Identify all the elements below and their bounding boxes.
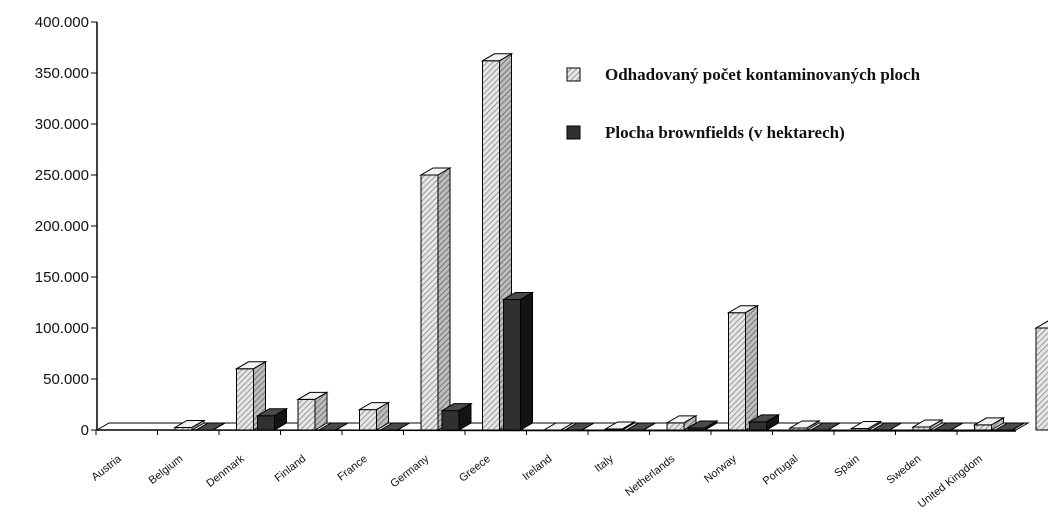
bar-brownfields-spain-side (950, 422, 964, 431)
y-tick-label: 300.000 (35, 116, 89, 133)
bar-contaminated-greece-side (560, 422, 574, 431)
bar-brownfields-denmark-side (335, 422, 349, 431)
bar-contaminated-sweden-side (991, 417, 1004, 431)
bar-brownfields-austria-side (212, 422, 226, 431)
x-tick-label-norway: Norway (702, 453, 739, 486)
y-tick-label: 350.000 (35, 65, 89, 82)
bar-contaminated-united-kingdom-front (1035, 327, 1048, 431)
bar-brownfields-netherlands-side (766, 413, 779, 431)
bar-contaminated-italy-front (666, 422, 685, 431)
bar-brownfields-belgium-front (257, 415, 275, 431)
y-tick-label: 50.000 (43, 371, 89, 388)
bar-contaminated-portugal (849, 420, 883, 431)
chart-legend: Odhadovaný počet kontaminovaných ploch Pl… (566, 65, 921, 142)
bar-brownfields-portugal-side (889, 422, 902, 431)
legend-label-1: Odhadovaný počet kontaminovaných ploch (605, 65, 921, 84)
bar-contaminated-france-side (437, 167, 451, 431)
y-tick-label: 150.000 (35, 269, 89, 286)
bar-contaminated-belgium (234, 360, 268, 431)
bar-brownfields-netherlands-front (749, 421, 767, 431)
legend-swatch-2 (566, 125, 581, 140)
bar-contaminated-netherlands-front (728, 312, 746, 431)
legend-swatch-1 (566, 67, 581, 82)
bar-contaminated-netherlands (726, 304, 760, 431)
bar-brownfields-belgium-side (274, 407, 287, 431)
bar-brownfields-belgium (255, 407, 289, 431)
bar-contaminated-norway (788, 420, 821, 431)
bar-brownfields-france-side (458, 402, 472, 431)
x-tick-label-austria: Austria (89, 452, 124, 483)
bar-brownfields-austria (194, 422, 227, 431)
bar-brownfields-finland (378, 422, 412, 431)
bar-brownfields-france-front (441, 410, 460, 431)
y-tick-label: 200.000 (35, 218, 89, 235)
bar-brownfields-netherlands (747, 413, 781, 431)
bar-brownfields-ireland-side (643, 422, 656, 431)
bar-contaminated-ireland-side (622, 421, 635, 431)
bar-contaminated-united-kingdom (1034, 320, 1048, 431)
bar-contaminated-norway-side (806, 420, 820, 431)
x-tick-label-denmark: Denmark (204, 453, 247, 490)
bar-contaminated-united-kingdom-top (1034, 320, 1048, 329)
bar-contaminated-finland-front (359, 409, 377, 431)
bar-contaminated-france-front (420, 174, 439, 431)
x-tick-label-italy: Italy (593, 453, 617, 475)
bar-contaminated-denmark-side (314, 391, 328, 431)
bar-brownfields-sweden-side (1012, 422, 1025, 431)
bar-contaminated-spain (911, 419, 944, 431)
bar-contaminated-greece (542, 422, 575, 431)
bar-contaminated-portugal-side (868, 420, 881, 431)
bar-brownfields-italy (686, 420, 719, 431)
bar-brownfields-norway-side (827, 422, 841, 431)
x-tick-label-sweden: Sweden (885, 453, 924, 487)
bar-contaminated-germany-front (482, 60, 500, 431)
y-tick-label: 0 (81, 422, 89, 439)
bar-contaminated-austria (173, 419, 206, 431)
x-tick-label-spain: Spain (832, 453, 862, 480)
y-tick-label: 400.000 (35, 14, 89, 31)
y-tick-label: 250.000 (35, 167, 89, 184)
legend-label-2: Plocha brownfields (v hektarech) (605, 123, 845, 142)
bar-contaminated-austria-side (191, 419, 205, 431)
x-tick-label-belgium: Belgium (147, 453, 186, 487)
bar-brownfields-sweden (993, 422, 1027, 431)
x-tick-label-portugal: Portugal (761, 453, 801, 488)
chart-bars (173, 52, 1048, 431)
x-tick-label-ireland: Ireland (520, 453, 554, 483)
bar-contaminated-ireland (603, 421, 637, 431)
bar-brownfields-denmark (317, 422, 350, 431)
bar-brownfields-greece (563, 422, 596, 431)
x-tick-label-germany: Germany (388, 453, 431, 491)
x-tick-label-united-kingdom: United Kingdom (916, 453, 985, 511)
bar-brownfields-greece-side (581, 422, 595, 431)
x-tick-label-finland: Finland (273, 453, 309, 485)
bar-contaminated-sweden (972, 417, 1006, 431)
bar-contaminated-finland-side (376, 401, 389, 431)
x-tick-label-france: France (335, 453, 369, 484)
bar-brownfields-norway (809, 422, 842, 431)
x-tick-label-greece: Greece (457, 453, 493, 485)
bar-brownfields-ireland (624, 422, 658, 431)
bar-brownfields-germany (501, 291, 535, 431)
bar-brownfields-finland-side (397, 422, 410, 431)
bar-brownfields-spain (932, 422, 965, 431)
bar-brownfields-germany-front (503, 298, 521, 431)
bar-brownfields-italy-side (704, 420, 718, 431)
bar-contaminated-spain-side (929, 419, 943, 431)
bar-contaminated-denmark (296, 391, 329, 431)
bar-contaminated-belgium-front (236, 368, 254, 431)
bar-contaminated-denmark-front (297, 398, 316, 431)
bar-brownfields-france (440, 402, 473, 431)
bar-contaminated-italy (665, 414, 698, 431)
bar-contaminated-france (419, 167, 452, 431)
bar-brownfields-portugal (870, 422, 904, 431)
bar-contaminated-netherlands-side (745, 304, 758, 431)
y-tick-label: 100.000 (35, 320, 89, 337)
bar-contaminated-finland (357, 401, 391, 431)
bar-contaminated-sweden-front (974, 424, 992, 431)
bar-brownfields-germany-side (520, 291, 533, 431)
x-tick-label-netherlands: Netherlands (623, 453, 678, 499)
